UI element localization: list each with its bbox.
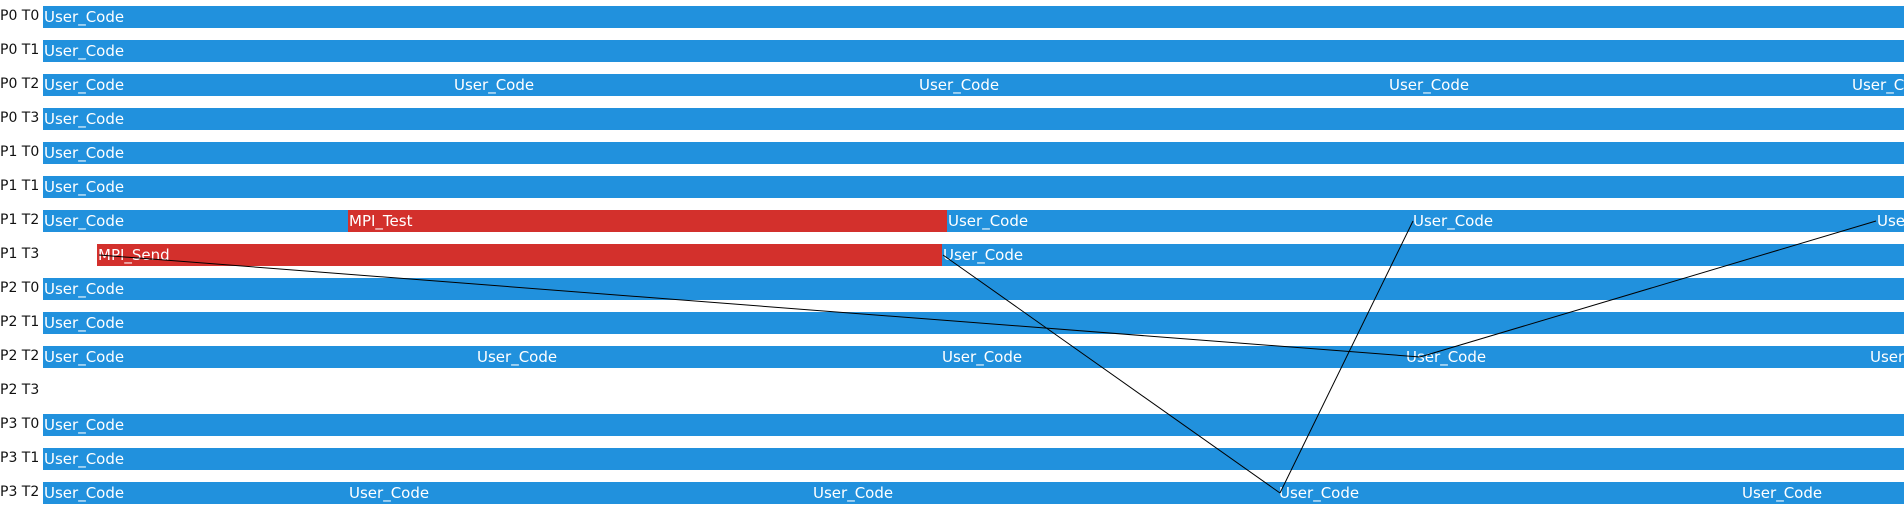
user-code-segment[interactable]: User_Code [812,482,1278,504]
segment-label: User_Code [1406,348,1487,366]
segment-label: User_Code [1870,348,1904,366]
user-code-segment[interactable]: User_Code [476,346,941,368]
user-code-segment[interactable]: User_Code [918,74,1388,96]
user-code-segment[interactable]: User_Code [43,6,1904,28]
user-code-segment[interactable]: User_Code [1278,482,1741,504]
user-code-segment[interactable]: User_Code [43,482,348,504]
user-code-segment[interactable]: User_Code [43,312,1904,334]
mpi-call-segment[interactable]: MPI_Send [97,244,942,266]
user-code-segment[interactable]: User_Code [43,278,1904,300]
user-code-segment[interactable]: User_Code [1405,346,1869,368]
row-label-p3-t0: P3 T0 [0,416,40,432]
mpi-call-segment[interactable]: MPI_Test [348,210,947,232]
user-code-segment[interactable]: User_Code [942,244,1904,266]
segment-label: User_Code [1279,484,1360,502]
row-label-p0-t2: P0 T2 [0,76,40,92]
segment-label: User_Code [1852,76,1904,94]
segment-label: User_Code [349,484,430,502]
segment-label: User_Code [44,178,125,196]
user-code-segment[interactable]: User_Code [43,346,476,368]
row-label-p3-t1: P3 T1 [0,450,40,466]
user-code-segment[interactable]: User_Code [453,74,918,96]
row-label-p0-t1: P0 T1 [0,42,40,58]
segment-label: User_Code [44,110,125,128]
segment-label: User_Code [44,8,125,26]
segment-label: User_Code [1413,212,1494,230]
segment-label: MPI_Send [98,246,170,264]
row-label-p2-t0: P2 T0 [0,280,40,296]
user-code-segment[interactable]: User_Code [43,414,1904,436]
segment-label: User_Code [44,76,125,94]
segment-label: User_Code [44,484,125,502]
user-code-segment[interactable]: User_Code [1869,346,1904,368]
user-code-segment[interactable]: User_Code [43,74,453,96]
row-label-p1-t3: P1 T3 [0,246,40,262]
user-code-segment[interactable]: User_Code [1876,210,1904,232]
segment-label: User_Code [943,246,1024,264]
segment-label: User_Code [813,484,894,502]
user-code-segment[interactable]: User_Code [1412,210,1876,232]
user-code-segment[interactable]: User_Code [941,346,1405,368]
segment-label: User_Code [1742,484,1823,502]
row-label-p3-t2: P3 T2 [0,484,40,500]
segment-label: User_Code [44,450,125,468]
user-code-segment[interactable]: User_Code [43,176,1904,198]
row-label-p2-t3: P2 T3 [0,382,40,398]
user-code-segment[interactable]: User_Code [43,210,348,232]
user-code-segment[interactable]: User_Code [348,482,812,504]
row-label-p2-t1: P2 T1 [0,314,40,330]
row-label-p0-t0: P0 T0 [0,8,40,24]
segment-label: User_Code [454,76,535,94]
user-code-segment[interactable]: User_Code [43,108,1904,130]
segment-label: User_Code [44,144,125,162]
user-code-segment[interactable]: User_Code [1851,74,1904,96]
row-label-p0-t3: P0 T3 [0,110,40,126]
segment-label: User_Code [44,348,125,366]
segment-label: User_Code [1389,76,1470,94]
segment-label: User_Code [942,348,1023,366]
user-code-segment[interactable]: User_Code [1388,74,1851,96]
user-code-segment[interactable]: User_Code [43,448,1904,470]
row-label-p1-t0: P1 T0 [0,144,40,160]
user-code-segment[interactable]: User_Code [43,40,1904,62]
segment-label: User_Code [477,348,558,366]
segment-label: User_Code [919,76,1000,94]
segment-label: MPI_Test [349,212,413,230]
segment-label: User_Code [44,212,125,230]
segment-label: User_Code [44,42,125,60]
segment-label: User_Code [948,212,1029,230]
segment-label: User_Code [44,416,125,434]
segment-label: User_Code [1877,212,1904,230]
user-code-segment[interactable]: User_Code [1741,482,1904,504]
segment-label: User_Code [44,314,125,332]
user-code-segment[interactable]: User_Code [947,210,1412,232]
segment-label: User_Code [44,280,125,298]
row-label-p1-t1: P1 T1 [0,178,40,194]
user-code-segment[interactable]: User_Code [43,142,1904,164]
row-label-p2-t2: P2 T2 [0,348,40,364]
row-label-p1-t2: P1 T2 [0,212,40,228]
